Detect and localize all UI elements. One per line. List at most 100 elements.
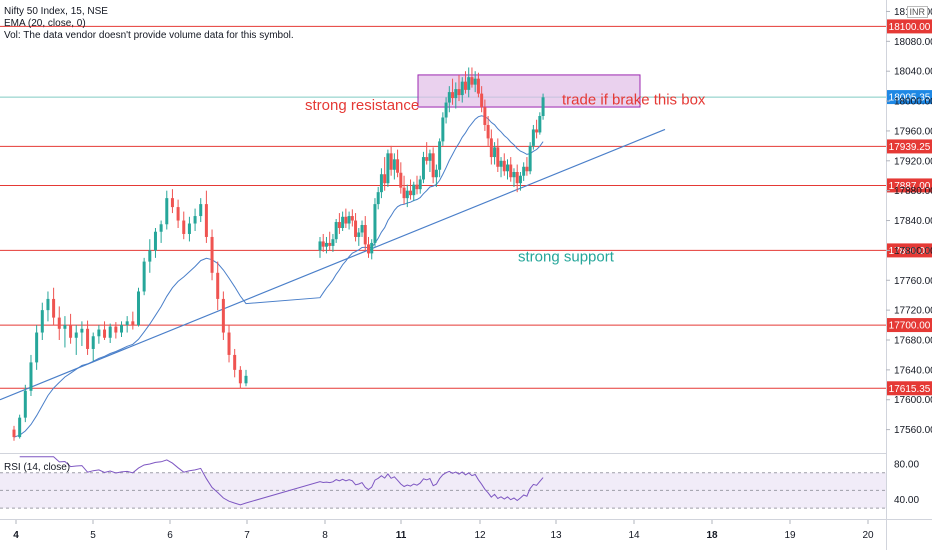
- candle-body: [159, 224, 163, 232]
- candle-body: [18, 417, 22, 438]
- candle-body: [460, 81, 464, 96]
- ema-legend[interactable]: EMA (20, close, 0): [4, 18, 86, 29]
- price-tick-label: 17640.00: [894, 365, 932, 376]
- rsi-pane: 80.00 40.00: [0, 456, 919, 509]
- level-tag: [887, 381, 932, 396]
- candle: [221, 291, 225, 340]
- candle-body: [363, 225, 367, 245]
- candle: [444, 97, 448, 124]
- candle-body: [506, 164, 510, 172]
- price-tick-label: 17920.00: [894, 156, 932, 167]
- candle: [23, 384, 27, 423]
- candle: [142, 257, 146, 296]
- candle-body: [350, 216, 354, 221]
- symbol-legend[interactable]: Nifty 50 Index, 15, NSE: [4, 6, 108, 17]
- last-price-tag: [887, 90, 932, 105]
- level-tag: [887, 178, 932, 193]
- candle: [244, 369, 248, 387]
- candle-body: [438, 141, 442, 170]
- candle: [63, 316, 67, 348]
- candle: [131, 311, 135, 330]
- price-tick-label: 17720.00: [894, 306, 932, 317]
- candle: [379, 168, 383, 199]
- candle-body: [210, 236, 214, 273]
- candle: [434, 164, 438, 187]
- price-tick-label: 18000.00: [894, 97, 932, 108]
- rsi-legend[interactable]: RSI (14, close): [4, 462, 71, 473]
- candle: [386, 149, 390, 187]
- price-tick-label: 18080.00: [894, 37, 932, 48]
- candle: [227, 325, 231, 363]
- candle-body: [103, 329, 107, 338]
- candle-body: [396, 159, 400, 173]
- time-tick-label: 18: [706, 530, 718, 541]
- time-tick-label: 6: [167, 530, 173, 541]
- candle: [108, 323, 112, 343]
- candle: [136, 287, 140, 327]
- candle: [441, 112, 445, 146]
- candle: [383, 157, 387, 191]
- candle: [509, 157, 513, 182]
- candle: [350, 209, 354, 227]
- candle-body: [509, 164, 513, 178]
- candle-body: [46, 298, 50, 311]
- candle-body: [515, 172, 519, 184]
- candle-body: [91, 336, 95, 349]
- candle-body: [538, 116, 542, 133]
- candle-body: [354, 220, 358, 237]
- candle: [522, 162, 526, 181]
- candle: [476, 72, 480, 98]
- candle-body: [165, 198, 169, 225]
- candle: [515, 164, 519, 193]
- candle: [46, 291, 50, 322]
- time-tick-label: 14: [628, 530, 640, 541]
- candle-body: [176, 207, 180, 221]
- candle: [463, 71, 467, 94]
- candle-body: [334, 222, 338, 240]
- candle-body: [392, 159, 396, 170]
- candle-body: [69, 325, 73, 338]
- candle: [204, 190, 208, 243]
- candle: [18, 414, 22, 439]
- candle-body: [238, 369, 242, 384]
- candle-body: [525, 166, 529, 172]
- candle-body: [399, 172, 403, 188]
- candle-body: [518, 175, 522, 184]
- candle-body: [493, 147, 497, 158]
- candle-body: [415, 184, 419, 190]
- candle-body: [52, 298, 56, 318]
- candle: [182, 211, 186, 240]
- candle-body: [136, 291, 140, 326]
- candle: [538, 112, 542, 135]
- candle: [52, 287, 56, 326]
- candle-body: [114, 326, 118, 333]
- candle-body: [376, 192, 380, 205]
- candle: [165, 190, 169, 230]
- candle-body: [499, 160, 503, 167]
- candle: [328, 231, 332, 251]
- candle: [176, 199, 180, 228]
- candle-body: [480, 93, 484, 108]
- candle: [531, 124, 535, 150]
- candle-body: [80, 328, 84, 333]
- candle-body: [86, 328, 90, 349]
- candle-body: [344, 216, 348, 224]
- candle-body: [142, 261, 146, 292]
- candle: [499, 157, 503, 178]
- candle: [170, 189, 174, 214]
- candle-body: [148, 250, 152, 262]
- candle-body: [470, 77, 474, 85]
- candle-body: [402, 187, 406, 199]
- currency-badge[interactable]: INR: [906, 6, 928, 18]
- candle: [447, 86, 451, 113]
- candle-body: [227, 332, 231, 355]
- candle-body: [473, 78, 477, 85]
- candle-body: [457, 89, 461, 96]
- support-trendline: [0, 128, 666, 401]
- candle-body: [434, 169, 438, 178]
- candle: [354, 213, 358, 242]
- price-tick-label: 17800.00: [894, 246, 932, 257]
- candle-body: [182, 220, 186, 234]
- candle: [415, 175, 419, 195]
